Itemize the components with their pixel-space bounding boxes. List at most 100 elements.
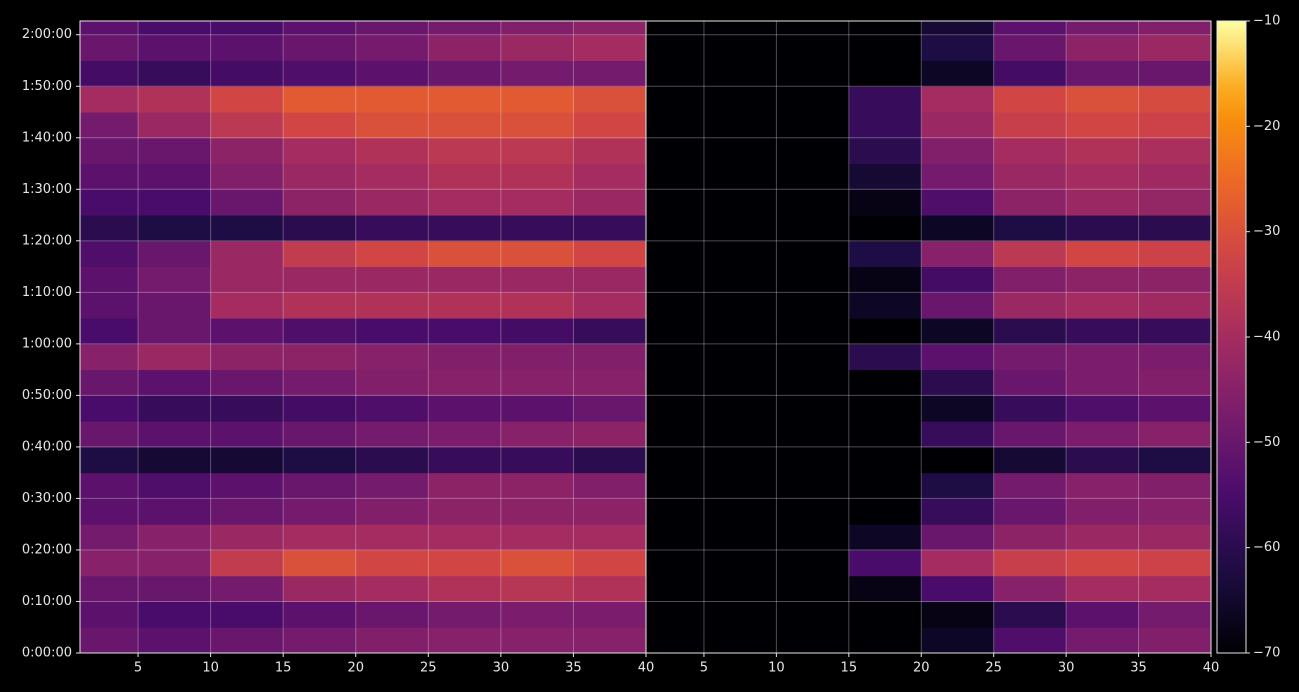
heat-cell: [921, 189, 995, 216]
heat-cell: [138, 627, 212, 653]
heat-cell: [776, 627, 850, 653]
heat-cell: [646, 60, 705, 87]
heat-cell: [921, 215, 995, 242]
heat-cell: [646, 34, 705, 61]
heat-cell: [283, 421, 357, 448]
heat-cell: [1066, 343, 1140, 371]
heat-cell: [80, 292, 139, 319]
x-tick-label: 30: [493, 661, 510, 676]
heat-cell: [848, 601, 922, 628]
heat-cell: [848, 524, 922, 551]
heat-cell: [210, 112, 284, 139]
heat-cell: [210, 524, 284, 551]
x-tick-label: 35: [1130, 661, 1147, 676]
heat-cell: [138, 472, 212, 499]
heat-cell: [210, 575, 284, 602]
heat-cell: [776, 215, 850, 242]
heat-cell: [776, 189, 850, 216]
heat-cell: [355, 266, 429, 293]
heat-cell: [703, 549, 777, 577]
heat-cell: [703, 446, 777, 474]
heat-cell: [138, 60, 212, 87]
heat-cell: [993, 446, 1067, 474]
heat-cell: [1138, 446, 1211, 474]
heat-cell: [210, 240, 284, 268]
heat-cell: [1138, 112, 1211, 139]
heat-cell: [210, 446, 284, 474]
heat-cell: [138, 86, 212, 113]
heat-cell: [703, 86, 777, 113]
heat-cell: [80, 601, 139, 628]
heat-cell: [776, 421, 850, 448]
heat-cell: [1138, 86, 1211, 113]
heat-cell: [703, 34, 777, 61]
y-tick-label: 1:50:00: [22, 79, 72, 94]
heat-cell: [138, 343, 212, 371]
heat-cell: [993, 549, 1067, 577]
heat-cell: [703, 498, 777, 525]
heat-cell: [776, 34, 850, 61]
heat-cell: [283, 627, 357, 653]
heat-cell: [646, 601, 705, 628]
heat-cell: [428, 34, 502, 61]
heat-cell: [1066, 446, 1140, 474]
heat-cell: [210, 627, 284, 653]
heat-cell: [80, 498, 139, 525]
heat-cell: [703, 137, 777, 165]
heat-cell: [921, 498, 995, 525]
heat-cell: [210, 601, 284, 628]
heat-cell: [573, 189, 647, 216]
heat-cell: [138, 112, 212, 139]
heat-cell: [428, 498, 502, 525]
heat-cell: [776, 369, 850, 396]
heat-cell: [646, 137, 705, 165]
heat-cell: [500, 292, 574, 319]
heat-cell: [210, 395, 284, 422]
heat-cell: [80, 86, 139, 113]
heat-cell: [573, 627, 647, 653]
heat-cell: [428, 549, 502, 577]
heat-cell: [210, 21, 284, 36]
heat-cell: [646, 575, 705, 602]
heat-cell: [703, 601, 777, 628]
heat-cell: [573, 421, 647, 448]
heat-cell: [80, 421, 139, 448]
heat-cell: [428, 266, 502, 293]
heat-cell: [848, 266, 922, 293]
heat-cell: [1066, 240, 1140, 268]
heat-cell: [283, 266, 357, 293]
heat-cell: [848, 369, 922, 396]
heat-cell: [848, 137, 922, 165]
heat-cell: [1138, 343, 1211, 371]
heat-cell: [646, 215, 705, 242]
heat-cell: [355, 60, 429, 87]
heat-cell: [80, 163, 139, 190]
heat-cell: [428, 86, 502, 113]
heat-cell: [428, 575, 502, 602]
heat-cell: [646, 472, 705, 499]
heat-cell: [848, 215, 922, 242]
y-tick-label: 0:40:00: [22, 439, 72, 454]
heat-cell: [776, 292, 850, 319]
heat-cell: [993, 112, 1067, 139]
colorbar-tick-label: −50: [1253, 435, 1280, 450]
colorbar-tick-label: −60: [1253, 540, 1280, 555]
heat-cell: [993, 498, 1067, 525]
heat-cell: [355, 446, 429, 474]
heat-cell: [428, 215, 502, 242]
heat-cell: [993, 21, 1067, 36]
heat-cell: [283, 21, 357, 36]
heat-cell: [848, 240, 922, 268]
heat-cell: [80, 34, 139, 61]
heat-cell: [1066, 60, 1140, 87]
heat-cell: [138, 549, 212, 577]
heat-cell: [210, 137, 284, 165]
heat-cell: [138, 524, 212, 551]
heat-cell: [428, 446, 502, 474]
heat-cell: [848, 60, 922, 87]
heat-cell: [80, 524, 139, 551]
heat-cell: [500, 318, 574, 345]
heat-cell: [993, 575, 1067, 602]
heat-cell: [921, 421, 995, 448]
heat-cell: [355, 549, 429, 577]
